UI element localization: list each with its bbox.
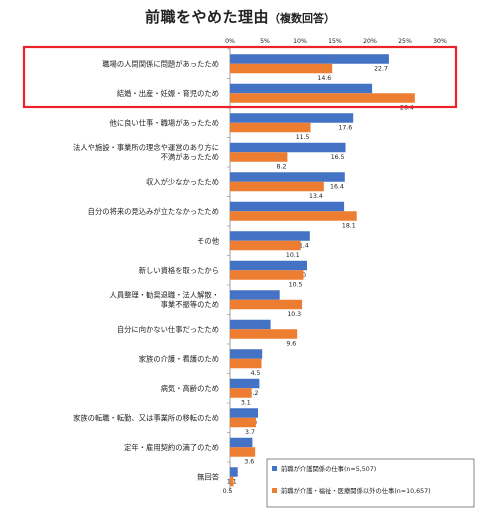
- category-label: 他に良い仕事・職場があったため: [110, 118, 219, 127]
- bar: [230, 152, 288, 162]
- chart-title-sub: （複数回答）: [269, 12, 335, 25]
- bar: [230, 54, 389, 64]
- bar: [230, 329, 298, 339]
- x-tick-label: 0%: [225, 38, 235, 45]
- category-label: 不満があったため: [161, 153, 219, 162]
- category-label: その他: [197, 236, 220, 245]
- x-tick-label: 5%: [260, 38, 270, 45]
- bar: [230, 83, 373, 94]
- category-label: 結婚・出産・妊娠・育児のため: [117, 89, 219, 98]
- x-tick-label: 30%: [433, 38, 447, 45]
- bar: [230, 290, 280, 300]
- category-label: 家族の転職・転勤、又は事業所の移転のため: [73, 413, 219, 422]
- bar: [230, 63, 333, 74]
- bar: [230, 349, 263, 359]
- legend-swatch: [272, 488, 277, 493]
- bar: [230, 476, 234, 487]
- data-label: 4.5: [251, 370, 261, 377]
- data-label: 10.5: [289, 281, 303, 288]
- category-label: 事業不振等のため: [161, 300, 219, 309]
- data-label: 0.5: [223, 488, 233, 495]
- legend-label: 前職が介護関係の仕事(n=5,507): [281, 464, 376, 473]
- data-label: 14.6: [317, 75, 331, 82]
- bar: [230, 201, 345, 212]
- data-label: 3.7: [245, 429, 255, 436]
- x-tick-label: 15%: [328, 38, 342, 45]
- data-label: 9.6: [286, 340, 296, 347]
- category-label: 病気・高齢のため: [161, 384, 219, 393]
- data-label: 16.5: [331, 154, 345, 161]
- category-label: 法人や施設・事業所の理念や運営のあり方に: [73, 143, 219, 152]
- legend-box: [266, 458, 475, 508]
- data-label: 16.4: [330, 183, 344, 190]
- bar: [230, 358, 262, 369]
- data-label: 10.3: [287, 311, 301, 318]
- bar: [230, 260, 307, 271]
- legend-swatch: [272, 466, 277, 471]
- x-tick-label: 10%: [293, 38, 307, 45]
- chart-title: 前職をやめた理由（複数回答）: [0, 6, 480, 27]
- bar: [230, 437, 253, 448]
- x-tick-label: 25%: [398, 38, 412, 45]
- bar: [230, 270, 304, 280]
- data-label: 18.1: [342, 222, 356, 229]
- category-label: 無回答: [197, 472, 220, 481]
- data-label: 22.7: [374, 65, 388, 72]
- data-label: 3.1: [241, 399, 251, 406]
- bar: [230, 378, 260, 389]
- bar: [230, 447, 256, 457]
- bar: [230, 388, 252, 398]
- bar: [230, 142, 346, 153]
- bar: [230, 319, 271, 330]
- data-label: 11.4: [295, 242, 309, 249]
- bar: [230, 299, 303, 310]
- category-label: 自分の将来の見込みが立たなかったため: [88, 207, 219, 216]
- category-label: 人員整理・勧奨退職・法人解散・: [110, 291, 219, 300]
- bar: [230, 231, 310, 241]
- data-label: 3.6: [244, 458, 254, 465]
- bar: [230, 211, 357, 221]
- bar: [230, 467, 238, 477]
- category-label: 職場の人間関係に問題があったため: [102, 59, 219, 68]
- data-label: 17.6: [338, 124, 352, 131]
- x-tick-label: 20%: [363, 38, 377, 45]
- highlight-box: [22, 45, 458, 109]
- bar: [230, 172, 345, 182]
- category-label: 定年・雇用契約の満了のため: [124, 443, 219, 452]
- category-label: 新しい資格を取ったから: [139, 266, 219, 275]
- data-label: 13.4: [309, 193, 323, 200]
- data-label: 4.2: [249, 390, 259, 397]
- category-label: 収入が少なかったため: [146, 177, 219, 186]
- bar: [230, 408, 258, 418]
- bar: [230, 240, 301, 251]
- bar: [230, 181, 324, 192]
- category-label: 自分に向かない仕事だったため: [117, 325, 219, 334]
- chart-title-main: 前職をやめた理由: [144, 8, 269, 26]
- data-label: 10.1: [286, 252, 300, 259]
- legend-label: 前職が介護・福祉・医療関係以外の仕事(n=10,657): [281, 486, 431, 495]
- bar: [230, 113, 354, 123]
- bar: [230, 122, 311, 133]
- data-label: 11.5: [296, 134, 310, 141]
- category-label: 家族の介護・看護のため: [139, 354, 219, 363]
- data-label: 8.2: [277, 163, 287, 170]
- bar: [230, 417, 256, 428]
- bar: [230, 93, 415, 103]
